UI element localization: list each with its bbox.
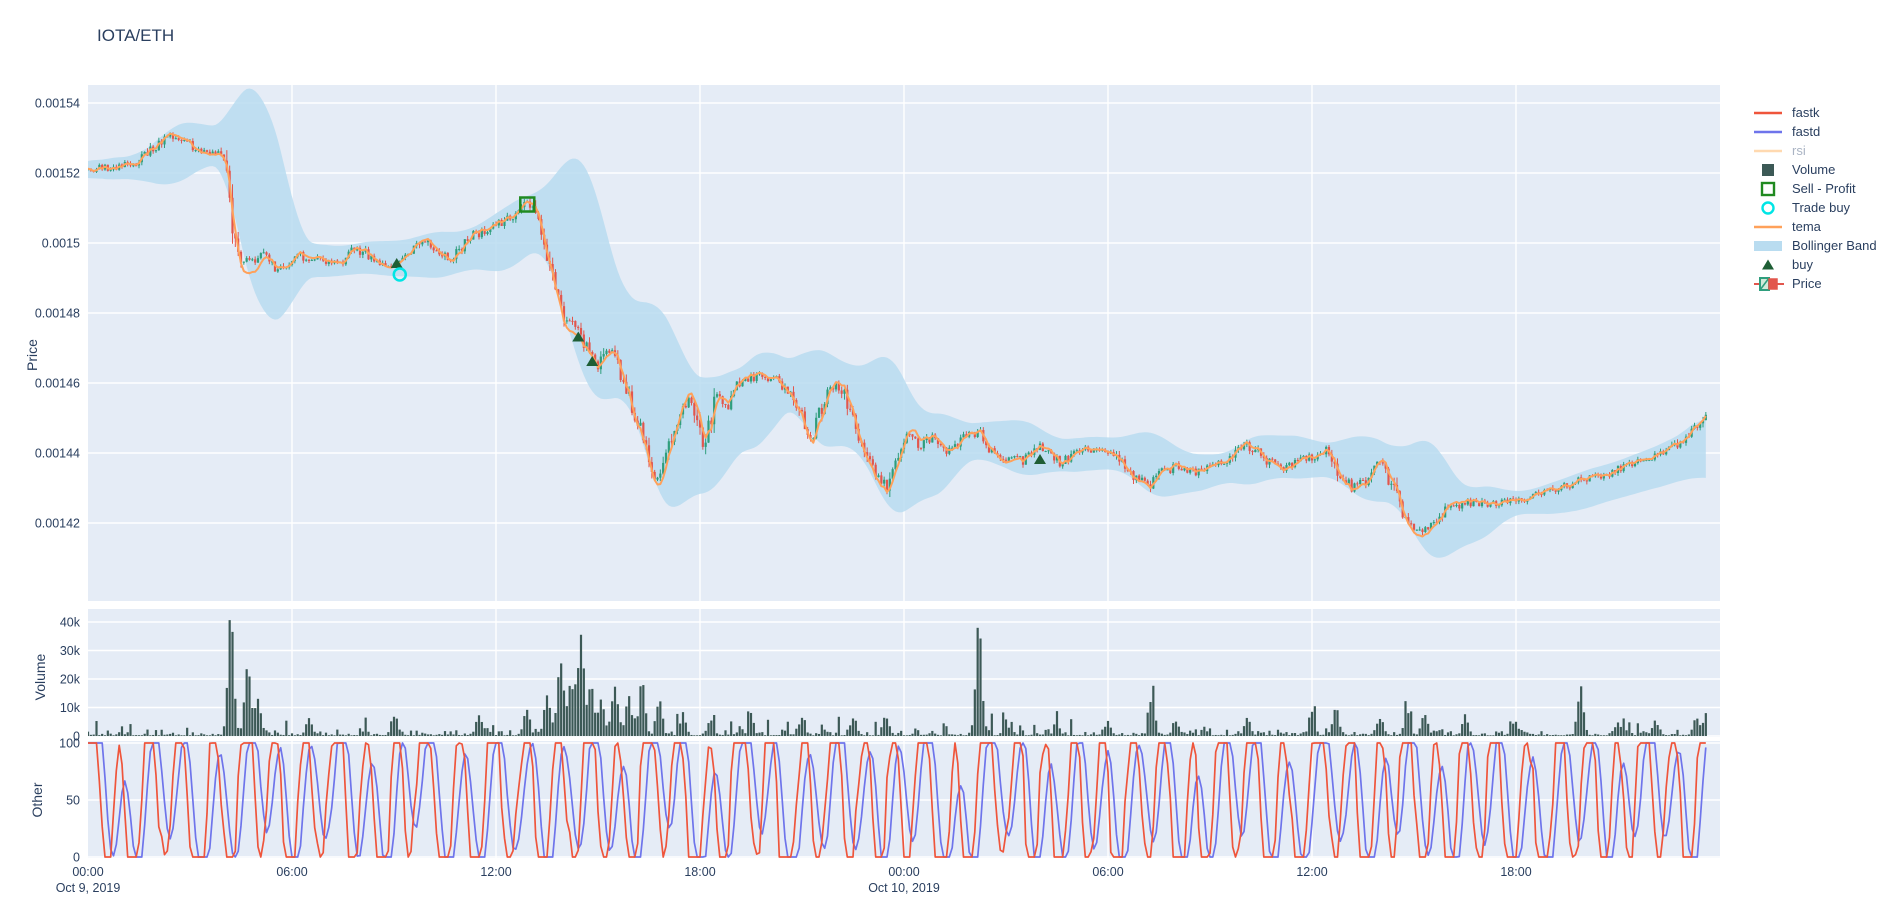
legend: fastk fastd rsi Volume Sell - Profit Tra…: [1752, 103, 1877, 293]
other-tick-label: 100: [59, 737, 80, 751]
legend-item-bollinger[interactable]: Bollinger Band: [1752, 236, 1877, 255]
legend-item-rsi[interactable]: rsi: [1752, 141, 1877, 160]
x-tick-label: 00:00: [72, 865, 103, 879]
legend-item-trade-buy[interactable]: Trade buy: [1752, 198, 1877, 217]
trade-buy-circle-icon: [1752, 200, 1786, 216]
other-tick-label: 0: [73, 851, 80, 865]
legend-item-sell-profit[interactable]: Sell - Profit: [1752, 179, 1877, 198]
x-tick-label: 12:00: [480, 865, 511, 879]
price-tick-label: 0.00154: [35, 97, 80, 111]
buy-marker[interactable]: [572, 331, 585, 342]
x-tick-label: 06:00: [276, 865, 307, 879]
fastk-line-swatch: [1752, 105, 1786, 121]
bollinger-band-swatch: [1752, 238, 1786, 254]
buy-marker[interactable]: [1034, 454, 1046, 464]
x-tick-label: 00:00: [888, 865, 919, 879]
bollinger-band: [88, 88, 1706, 558]
legend-item-buy[interactable]: buy: [1752, 255, 1877, 274]
other-axis-title: Other: [29, 782, 45, 818]
buy-marker[interactable]: [390, 258, 403, 268]
volume-tick-label: 40k: [60, 616, 81, 630]
volume-axis-title: Volume: [32, 653, 48, 701]
x-tick-label: 18:00: [684, 865, 715, 879]
tema-line-swatch: [1752, 219, 1786, 235]
price-tick-label: 0.0015: [42, 237, 80, 251]
price-tick-label: 0.00144: [35, 447, 80, 461]
legend-item-price[interactable]: Price: [1752, 274, 1877, 293]
legend-item-volume[interactable]: Volume: [1752, 160, 1877, 179]
volume-tick-label: 20k: [60, 673, 81, 687]
legend-item-fastk[interactable]: fastk: [1752, 103, 1877, 122]
legend-item-tema[interactable]: tema: [1752, 217, 1877, 236]
trade-markers: [390, 196, 1046, 464]
price-tick-label: 0.00142: [35, 517, 80, 531]
volume-swatch-icon: [1752, 162, 1786, 178]
fastd-line-swatch: [1752, 124, 1786, 140]
x-date-label: Oct 9, 2019: [56, 881, 121, 895]
price-tick-label: 0.00146: [35, 377, 80, 391]
sell-profit-marker[interactable]: [519, 196, 536, 213]
buy-triangle-icon: [1752, 257, 1786, 273]
volume-bars[interactable]: [87, 620, 1707, 736]
x-tick-label: 18:00: [1500, 865, 1531, 879]
x-date-label: Oct 10, 2019: [868, 881, 940, 895]
axis-labels: 0.00154 0.00152 0.0015 0.00148 0.00146 0.0014…: [35, 97, 1532, 896]
page-title: IOTA/ETH: [97, 26, 175, 45]
volume-tick-label: 30k: [60, 644, 81, 658]
other-tick-label: 50: [66, 794, 80, 808]
x-tick-label: 12:00: [1296, 865, 1327, 879]
volume-tick-label: 10k: [60, 701, 81, 715]
price-candle-icon: [1752, 276, 1786, 292]
price-tick-label: 0.00152: [35, 167, 80, 181]
sell-profit-square-icon: [1752, 181, 1786, 197]
price-tick-label: 0.00148: [35, 307, 80, 321]
fastk-line: [88, 742, 1706, 858]
rsi-line-swatch: [1752, 143, 1786, 159]
tema-line: [88, 132, 1707, 538]
legend-item-fastd[interactable]: fastd: [1752, 122, 1877, 141]
trade-buy-marker[interactable]: [392, 267, 408, 282]
volume-tick-label: 0: [73, 730, 80, 744]
x-tick-label: 06:00: [1092, 865, 1123, 879]
buy-marker[interactable]: [586, 356, 599, 366]
price-axis-title: Price: [24, 339, 40, 371]
